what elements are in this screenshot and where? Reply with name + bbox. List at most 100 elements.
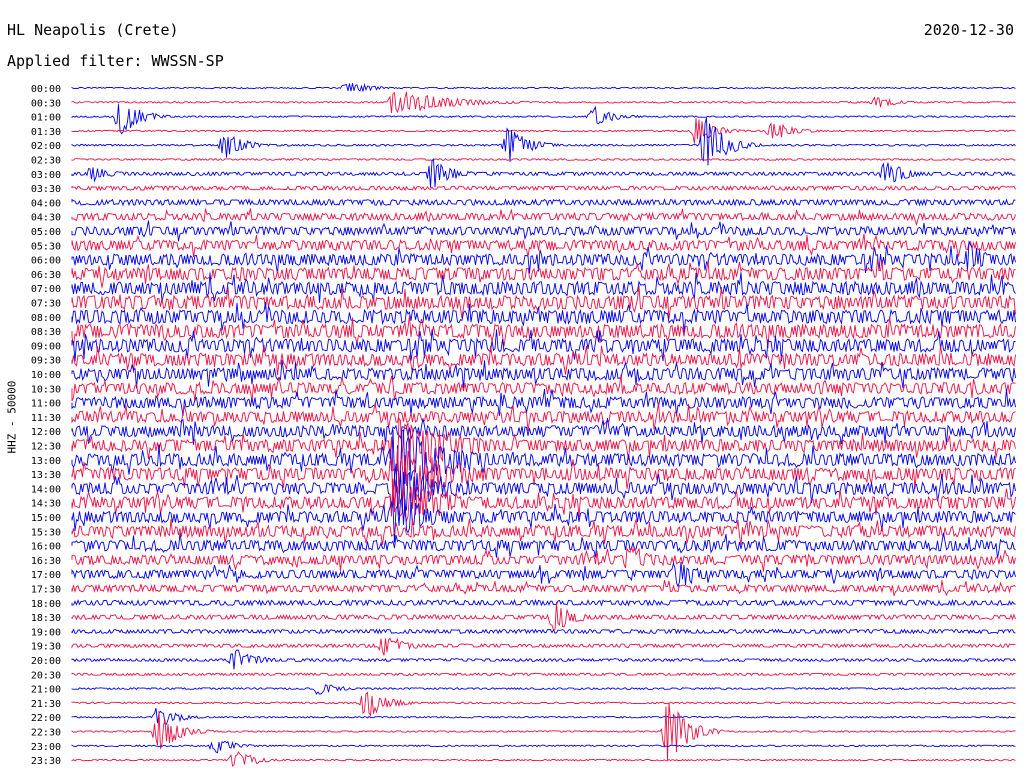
trace-label: 17:00	[31, 570, 61, 581]
trace-label: 12:30	[31, 442, 61, 453]
seismogram-trace	[71, 117, 1016, 166]
trace-label: 09:00	[31, 341, 61, 352]
trace-label: 14:00	[31, 484, 61, 495]
seismogram-trace	[71, 580, 1016, 597]
seismogram-trace	[71, 403, 1016, 431]
trace-label: 21:00	[31, 685, 61, 696]
trace-label: 02:00	[31, 141, 61, 152]
trace-label: 04:30	[31, 213, 61, 224]
trace-label: 15:30	[31, 527, 61, 538]
seismogram-trace	[71, 158, 1016, 188]
trace-label: 11:30	[31, 413, 61, 424]
seismogram-trace	[71, 198, 1016, 207]
seismogram-trace	[71, 220, 1016, 242]
seismogram-trace	[71, 707, 1016, 725]
trace-label: 04:00	[31, 198, 61, 209]
seismogram-trace	[71, 496, 1016, 543]
seismogram-trace	[71, 158, 1016, 161]
seismogram-trace	[71, 272, 1016, 303]
seismogram-trace	[71, 637, 1016, 656]
trace-label: 06:30	[31, 270, 61, 281]
trace-label: 03:00	[31, 170, 61, 181]
seismogram-trace	[71, 184, 1016, 192]
trace-label: 12:00	[31, 427, 61, 438]
seismogram-trace	[71, 302, 1016, 333]
trace-label: 16:00	[31, 542, 61, 553]
seismogram-trace	[71, 751, 1016, 767]
seismogram-trace	[71, 240, 1016, 274]
trace-label: 21:30	[31, 699, 61, 710]
trace-label: 05:30	[31, 241, 61, 252]
trace-label: 18:00	[31, 599, 61, 610]
seismogram-trace	[71, 691, 1016, 717]
seismogram-trace	[71, 233, 1016, 258]
trace-label: 01:00	[31, 113, 61, 124]
trace-label: 05:00	[31, 227, 61, 238]
trace-label: 07:00	[31, 284, 61, 295]
seismogram-trace	[71, 329, 1016, 362]
seismogram-trace	[71, 83, 1016, 92]
seismogram-trace	[71, 285, 1016, 319]
trace-label: 08:30	[31, 327, 61, 338]
seismogram-trace	[71, 258, 1016, 288]
seismogram-trace	[71, 598, 1016, 607]
seismogram-trace	[71, 532, 1016, 559]
trace-label: 07:30	[31, 299, 61, 310]
trace-label: 20:00	[31, 656, 61, 667]
seismogram-trace	[71, 208, 1016, 227]
seismogram-trace	[71, 118, 1016, 144]
trace-label: 23:00	[31, 742, 61, 753]
trace-label: 23:30	[31, 756, 61, 767]
trace-label: 15:00	[31, 513, 61, 524]
seismogram-trace	[71, 389, 1016, 416]
trace-label: 19:30	[31, 642, 61, 653]
trace-label: 11:00	[31, 399, 61, 410]
trace-label: 01:30	[31, 127, 61, 138]
seismogram-trace	[71, 418, 1016, 445]
date-label: 2020-12-30	[923, 21, 1014, 39]
seismogram-trace	[71, 104, 1016, 135]
trace-label: 10:00	[31, 370, 61, 381]
seismogram-trace	[71, 684, 1016, 695]
station-title: HL Neapolis (Crete)	[7, 21, 179, 39]
seismogram-trace	[71, 448, 1016, 506]
seismogram-trace	[71, 672, 1016, 677]
seismogram-trace	[71, 517, 1016, 545]
seismogram-trace	[71, 359, 1016, 389]
trace-label: 16:30	[31, 556, 61, 567]
seismogram-trace	[71, 344, 1016, 376]
seismogram-trace	[71, 702, 1016, 761]
seismogram-trace	[71, 429, 1016, 493]
seismogram-trace	[71, 740, 1016, 754]
seismogram-trace	[71, 374, 1016, 402]
seismogram-trace	[71, 478, 1016, 523]
trace-label: 00:30	[31, 98, 61, 109]
trace-label: 13:00	[31, 456, 61, 467]
trace-label: 02:30	[31, 156, 61, 167]
seismogram-trace	[71, 416, 1016, 472]
seismogram-trace	[71, 545, 1016, 572]
seismogram-trace	[71, 601, 1016, 631]
trace-label: 14:30	[31, 499, 61, 510]
trace-label: 20:30	[31, 670, 61, 681]
trace-label: 00:00	[31, 84, 61, 95]
trace-label: 19:00	[31, 627, 61, 638]
trace-label: 17:30	[31, 585, 61, 596]
seismogram-trace	[71, 649, 1016, 670]
seismogram-trace	[71, 91, 1016, 114]
trace-label: 22:30	[31, 728, 61, 739]
trace-label: 22:00	[31, 713, 61, 724]
filter-label: Applied filter: WWSSN-SP	[7, 52, 224, 70]
seismogram-trace	[71, 463, 1016, 511]
trace-label: 09:30	[31, 356, 61, 367]
trace-label: 18:30	[31, 613, 61, 624]
seismogram-trace	[71, 628, 1016, 635]
seismogram-trace	[71, 315, 1016, 348]
seismogram-trace	[71, 561, 1016, 588]
trace-label: 08:00	[31, 313, 61, 324]
trace-label: 03:30	[31, 184, 61, 195]
trace-label: 06:00	[31, 256, 61, 267]
trace-label: 10:30	[31, 384, 61, 395]
trace-label: 13:30	[31, 470, 61, 481]
